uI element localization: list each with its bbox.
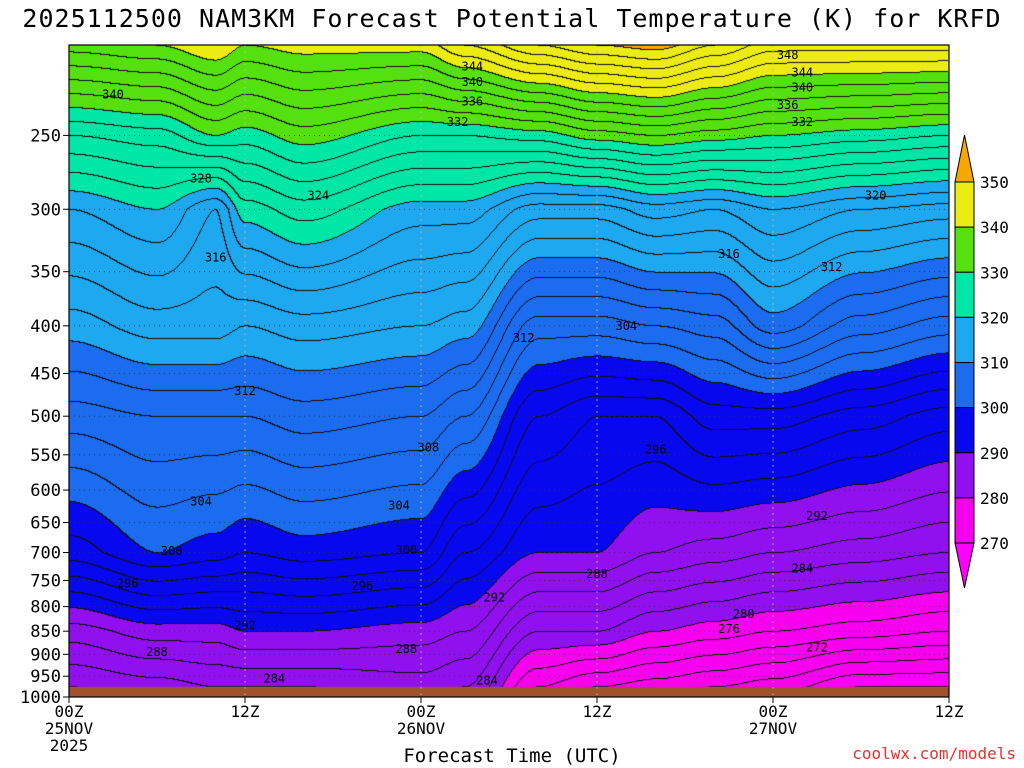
contour-label: 336 (777, 98, 799, 112)
contour-label: 312 (513, 331, 535, 345)
y-tick-label: 1000 (20, 688, 61, 708)
colorbar-band (954, 316, 975, 363)
theta-field-raster (69, 45, 949, 697)
x-tick-label: 12Z (583, 702, 612, 721)
contour-label: 272 (806, 641, 828, 655)
y-tick-label: 450 (30, 365, 61, 385)
x-tick-date: 27NOV (749, 719, 798, 738)
contour-label: 332 (791, 115, 813, 129)
colorbar-band (954, 181, 975, 228)
y-tick-label: 750 (30, 571, 61, 591)
plot-frame (68, 44, 950, 698)
x-tick-label: 00Z (759, 702, 788, 721)
contour-label: 288 (395, 642, 417, 656)
colorbar-band (954, 407, 975, 454)
contour-label: 284 (791, 561, 813, 575)
contour-label: 312 (234, 384, 256, 398)
contour-label: 296 (351, 579, 373, 593)
y-tick-label: 250 (30, 126, 61, 146)
contour-label: 340 (791, 80, 813, 94)
contour-label: 316 (205, 251, 227, 265)
contour-label: 288 (146, 645, 168, 659)
colorbar-band (954, 497, 975, 544)
contour-label: 280 (733, 607, 755, 621)
ground-surface (69, 686, 949, 697)
y-tick-label: 400 (30, 317, 61, 337)
colorbar-label: 290 (980, 444, 1009, 463)
contour-label: 324 (307, 189, 329, 203)
y-tick-label: 500 (30, 407, 61, 427)
y-tick-label: 900 (30, 645, 61, 665)
y-tick-label: 700 (30, 544, 61, 564)
contour-label: 348 (777, 48, 799, 62)
contour-label: 300 (395, 543, 417, 557)
y-tick-label: 650 (30, 513, 61, 533)
colorbar-arrow-bottom (954, 542, 975, 589)
colorbar-label: 330 (980, 263, 1009, 282)
contour-label: 328 (190, 171, 212, 185)
contour-label: 292 (483, 590, 505, 604)
contour-label: 284 (263, 671, 285, 685)
x-axis-label: Forecast Time (UTC) (403, 745, 621, 767)
contour-label: 292 (234, 618, 256, 632)
colorbar-label: 340 (980, 218, 1009, 237)
contour-label: 340 (461, 75, 483, 89)
colorbar-label: 280 (980, 489, 1009, 508)
y-tick-label: 950 (30, 667, 61, 687)
colorbar-arrow-top (954, 134, 975, 183)
colorbar-band (954, 271, 975, 318)
contour-label: 332 (447, 115, 469, 129)
x-tick-year: 2025 (50, 736, 89, 755)
contour-label: 344 (461, 60, 483, 74)
contour-label: 288 (586, 567, 608, 581)
contour-label: 284 (476, 673, 498, 687)
y-tick-label: 800 (30, 598, 61, 618)
contour-label: 344 (791, 65, 813, 79)
x-tick-label: 12Z (935, 702, 964, 721)
contour-label: 340 (102, 88, 124, 102)
chart-title: 2025112500 NAM3KM Forecast Potential Tem… (22, 4, 1002, 33)
contour-label: 316 (718, 247, 740, 261)
colorbar-band (954, 452, 975, 499)
colorbar-label: 320 (980, 308, 1009, 327)
y-tick-label: 300 (30, 200, 61, 220)
x-tick-label: 00Z (55, 702, 84, 721)
colorbar: 350 340 330 320 310 300 290 280 270 (954, 134, 1009, 589)
x-tick-label: 12Z (231, 702, 260, 721)
x-tick-label: 00Z (407, 702, 436, 721)
colorbar-band (954, 226, 975, 273)
credit-text: coolwx.com/models (852, 744, 1016, 763)
y-tick-label: 850 (30, 622, 61, 642)
colorbar-label: 270 (980, 534, 1009, 553)
y-tick-label: 550 (30, 446, 61, 466)
colorbar-band (954, 362, 975, 409)
colorbar-label: 350 (980, 173, 1009, 192)
contour-label: 312 (821, 260, 843, 274)
contour-label: 336 (461, 95, 483, 109)
colorbar-label: 300 (980, 399, 1009, 418)
y-tick-label: 350 (30, 263, 61, 283)
contour-label: 292 (806, 509, 828, 523)
contour-label: 308 (417, 440, 439, 454)
x-tick-date: 25NOV (45, 719, 94, 738)
colorbar-label: 310 (980, 354, 1009, 373)
contour-label: 320 (865, 189, 887, 203)
contour-label: 276 (718, 622, 740, 636)
y-tick-label: 600 (30, 481, 61, 501)
contour-label: 304 (388, 498, 410, 512)
contour-label: 296 (117, 577, 139, 591)
contour-label: 304 (190, 494, 212, 508)
x-tick-date: 26NOV (397, 719, 446, 738)
contour-label: 304 (615, 319, 637, 333)
contour-label: 300 (161, 544, 183, 558)
contour-label: 296 (645, 443, 667, 457)
